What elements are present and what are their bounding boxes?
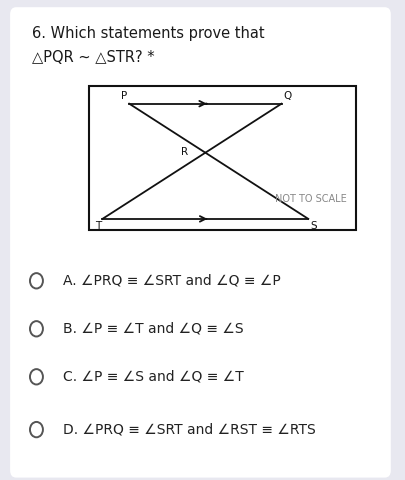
Text: 6. Which statements prove that: 6. Which statements prove that: [32, 26, 265, 41]
Text: T: T: [95, 221, 101, 230]
Text: NOT TO SCALE: NOT TO SCALE: [275, 194, 346, 204]
Circle shape: [30, 422, 43, 437]
Bar: [89, 86, 356, 230]
Text: B. ∠P ≡ ∠T and ∠Q ≡ ∠S: B. ∠P ≡ ∠T and ∠Q ≡ ∠S: [63, 322, 243, 336]
Text: A. ∠PRQ ≡ ∠SRT and ∠Q ≡ ∠P: A. ∠PRQ ≡ ∠SRT and ∠Q ≡ ∠P: [63, 274, 281, 288]
Text: P: P: [121, 91, 127, 101]
FancyBboxPatch shape: [10, 7, 391, 478]
Text: C. ∠P ≡ ∠S and ∠Q ≡ ∠T: C. ∠P ≡ ∠S and ∠Q ≡ ∠T: [63, 370, 243, 384]
Text: S: S: [311, 221, 317, 230]
Text: D. ∠PRQ ≡ ∠SRT and ∠RST ≡ ∠RTS: D. ∠PRQ ≡ ∠SRT and ∠RST ≡ ∠RTS: [63, 422, 315, 437]
Circle shape: [30, 273, 43, 288]
Text: Q: Q: [284, 91, 292, 101]
Circle shape: [30, 321, 43, 336]
Text: △PQR ~ △STR? *: △PQR ~ △STR? *: [32, 50, 155, 65]
Circle shape: [30, 369, 43, 384]
Text: R: R: [181, 147, 188, 156]
